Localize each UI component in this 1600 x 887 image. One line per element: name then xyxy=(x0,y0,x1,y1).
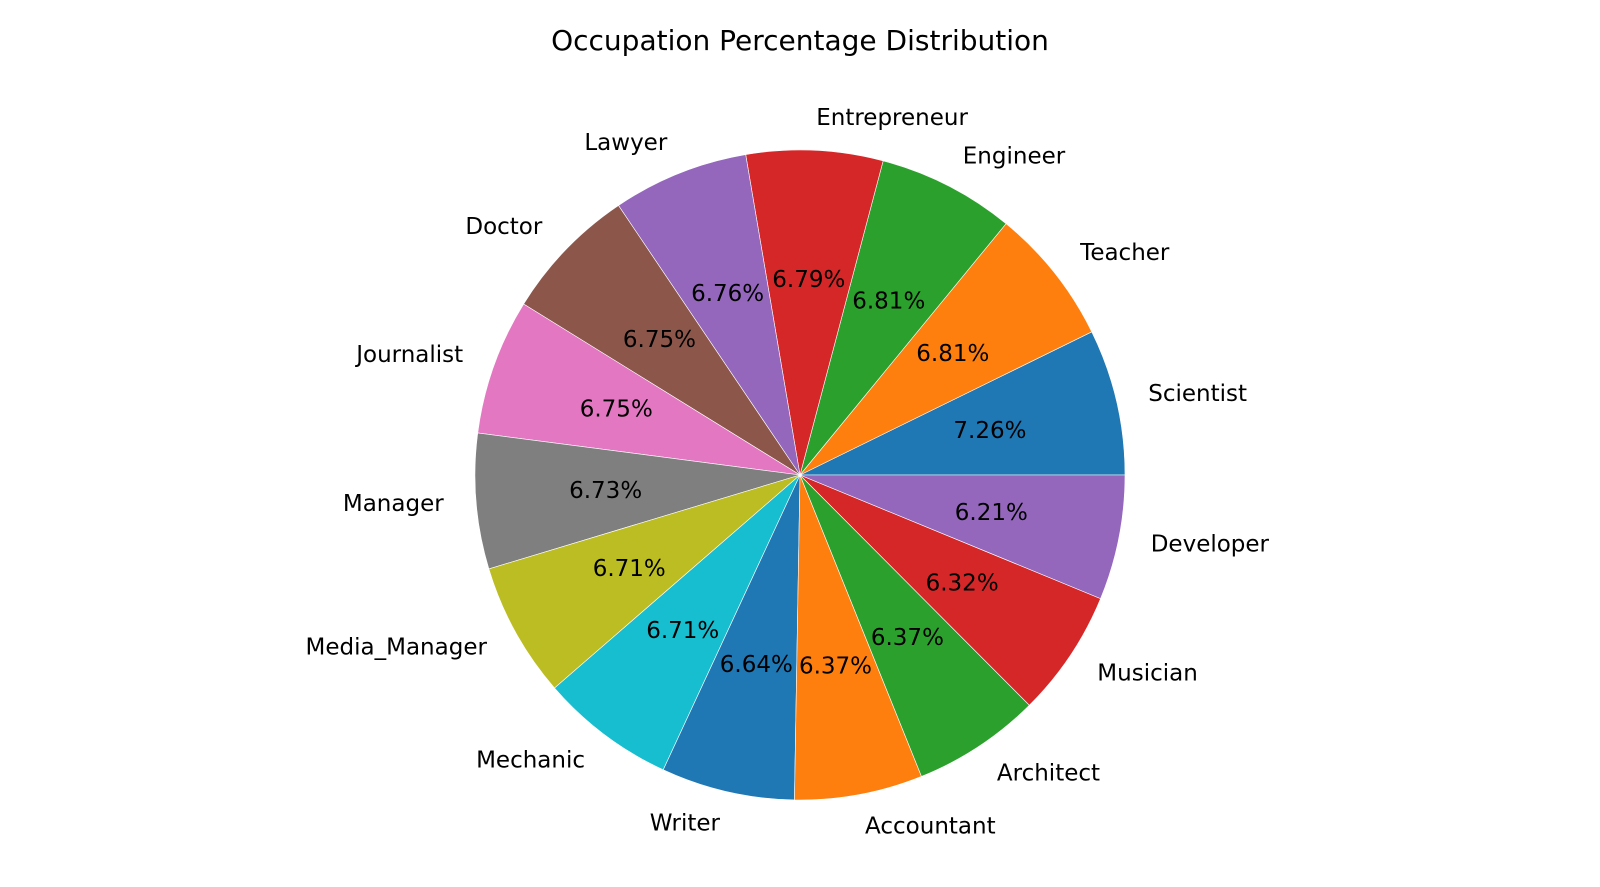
slice-developer xyxy=(799,474,1126,600)
label-media-manager: Media_Manager xyxy=(306,635,488,661)
pct-writer: 6.64% xyxy=(720,652,793,678)
slice-musician xyxy=(799,474,1101,706)
slice-lawyer xyxy=(618,154,801,476)
label-teacher: Teacher xyxy=(1079,240,1170,266)
pct-developer: 6.21% xyxy=(955,500,1028,526)
label-accountant: Accountant xyxy=(865,814,996,840)
slice-accountant xyxy=(794,474,922,801)
slice-mechanic xyxy=(554,474,801,771)
label-manager: Manager xyxy=(343,491,444,517)
slice-media-manager xyxy=(488,474,801,689)
percentage-labels: 7.26% 6.81% 6.81% 6.79% 6.76% 6.75% 6.75% 6.73%… xyxy=(569,267,1028,680)
label-entrepreneur: Entrepreneur xyxy=(816,105,968,131)
label-scientist: Scientist xyxy=(1148,381,1247,407)
label-journalist: Journalist xyxy=(354,342,463,368)
slice-teacher xyxy=(799,223,1093,476)
label-developer: Developer xyxy=(1151,531,1270,557)
pct-doctor: 6.75% xyxy=(623,327,696,353)
slice-doctor xyxy=(523,205,801,476)
pct-media-manager: 6.71% xyxy=(593,556,666,582)
label-engineer: Engineer xyxy=(963,144,1066,170)
label-architect: Architect xyxy=(997,760,1100,786)
label-writer: Writer xyxy=(650,810,721,836)
label-doctor: Doctor xyxy=(465,214,543,240)
pct-manager: 6.73% xyxy=(569,478,642,504)
pct-mechanic: 6.71% xyxy=(646,618,719,644)
slice-entrepreneur xyxy=(745,149,884,476)
label-musician: Musician xyxy=(1097,661,1198,687)
label-mechanic: Mechanic xyxy=(476,748,585,774)
slice-journalist xyxy=(477,303,801,476)
slice-architect xyxy=(799,474,1030,777)
pct-journalist: 6.75% xyxy=(580,397,653,423)
pct-lawyer: 6.76% xyxy=(691,281,764,307)
pct-architect: 6.37% xyxy=(871,625,944,651)
category-labels: Scientist Teacher Engineer Entrepreneur Lawy… xyxy=(306,105,1270,840)
pct-accountant: 6.37% xyxy=(799,654,872,680)
pct-scientist: 7.26% xyxy=(953,418,1026,444)
pct-entrepreneur: 6.79% xyxy=(772,267,845,293)
chart-title: Occupation Percentage Distribution xyxy=(551,24,1049,57)
slice-manager xyxy=(474,432,801,570)
pct-musician: 6.32% xyxy=(926,570,999,596)
pct-engineer: 6.81% xyxy=(852,288,925,314)
pct-teacher: 6.81% xyxy=(916,341,989,367)
pie-slices xyxy=(474,149,1126,801)
slice-scientist xyxy=(799,331,1126,476)
slice-writer xyxy=(662,474,801,801)
slice-engineer xyxy=(799,160,1007,476)
label-lawyer: Lawyer xyxy=(584,130,667,156)
